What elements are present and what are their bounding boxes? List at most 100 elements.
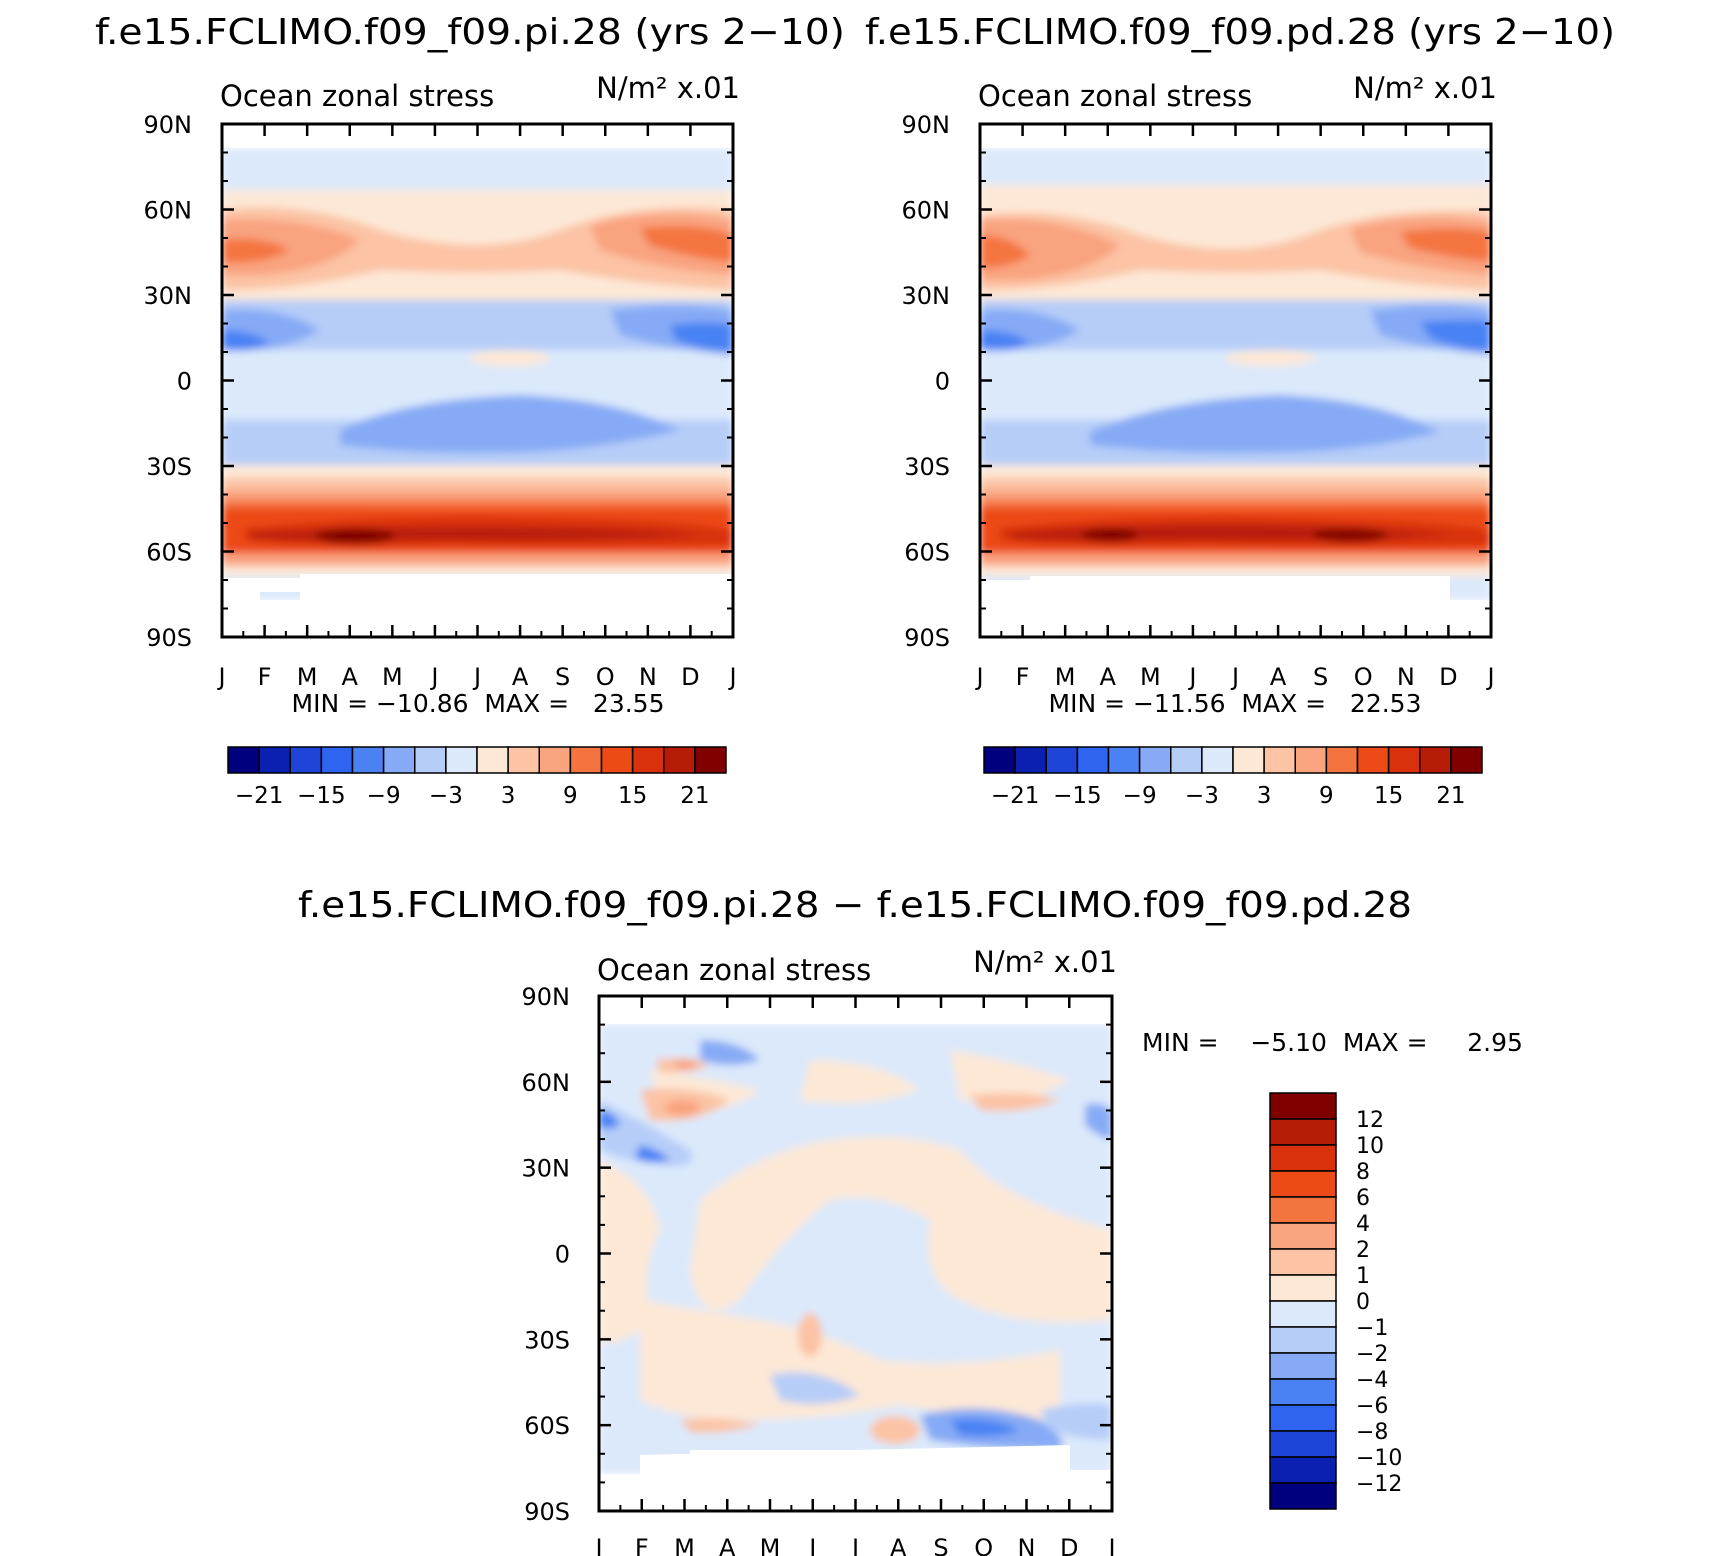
colorbar-swatch [1269, 1222, 1337, 1250]
panel-pd: f.e15.FCLIMO.f09_f09.pd.28 (yrs 2−10) Oc… [865, 12, 1615, 809]
x-tick-label: M [760, 1534, 781, 1556]
x-tick-label: J [216, 663, 225, 691]
panel-diff: f.e15.FCLIMO.f09_f09.pi.28 − f.e15.FCLIM… [298, 885, 1523, 1556]
panel-diff-title: f.e15.FCLIMO.f09_f09.pi.28 − f.e15.FCLIM… [298, 885, 1412, 926]
colorbar-swatch [1269, 1404, 1337, 1432]
colorbar-swatch [1356, 746, 1390, 774]
panel-pi-field [222, 148, 733, 600]
colorbar-label: 9 [1319, 783, 1334, 809]
colorbar-swatch [1269, 1378, 1337, 1406]
panel-diff-field [599, 1024, 1112, 1474]
colorbar-swatch [1269, 1300, 1337, 1328]
x-tick-label: M [382, 663, 403, 691]
colorbar-swatch [320, 746, 354, 774]
colorbar-swatch [1045, 746, 1079, 774]
colorbar-label: 2 [1356, 1238, 1370, 1263]
y-tick-label: 60S [904, 539, 950, 567]
x-tick-label: M [1055, 663, 1076, 691]
colorbar-label: −15 [297, 783, 346, 809]
x-tick-label: S [555, 663, 570, 691]
panel-pi: f.e15.FCLIMO.f09_f09.pi.28 (yrs 2−10) Oc… [95, 12, 845, 809]
y-tick-label: 30S [146, 453, 192, 481]
y-tick-label: 0 [555, 1241, 570, 1269]
colorbar-swatch [1232, 746, 1265, 774]
y-tick-label: 90N [902, 111, 951, 139]
colorbar-label: −21 [235, 783, 284, 809]
colorbar-label: −2 [1356, 1342, 1388, 1367]
y-tick-label: 60S [524, 1412, 570, 1440]
colorbar-swatch [694, 746, 727, 774]
x-tick-label: M [297, 663, 318, 691]
y-tick-label: 0 [177, 368, 192, 396]
panel-pi-title: f.e15.FCLIMO.f09_f09.pi.28 (yrs 2−10) [95, 12, 845, 53]
colorbar-swatch [1170, 746, 1203, 774]
x-tick-label: O [1354, 663, 1373, 691]
x-tick-label: J [1187, 663, 1196, 691]
x-tick-label: N [639, 663, 657, 691]
panel-pi-colorbar: −21 −15 −9 −3 3 9 15 21 [227, 746, 727, 809]
colorbar-swatch [1450, 746, 1483, 774]
panel-pd-field [980, 148, 1491, 600]
x-tick-label: J [1485, 663, 1494, 691]
colorbar-swatch [983, 746, 1016, 774]
colorbar-label: 3 [1257, 783, 1272, 809]
colorbar-swatch [351, 746, 385, 774]
colorbar-swatch [1269, 1430, 1337, 1458]
colorbar-swatch [1419, 746, 1452, 774]
panel-pd-left-label: Ocean zonal stress [978, 79, 1252, 113]
colorbar-label: 15 [618, 783, 647, 809]
colorbar-label: 0 [1356, 1290, 1370, 1315]
colorbar-swatch [507, 746, 540, 774]
colorbar-label: −10 [1356, 1446, 1402, 1471]
colorbar-swatch [569, 746, 603, 774]
colorbar-label: −3 [1185, 783, 1219, 809]
x-tick-label: M [674, 1534, 695, 1556]
panel-diff-left-label: Ocean zonal stress [597, 953, 871, 987]
x-tick-label: M [1140, 663, 1161, 691]
colorbar-swatch [538, 746, 572, 774]
colorbar-swatch [382, 746, 416, 774]
colorbar-swatch [1107, 746, 1141, 774]
x-tick-label: J [727, 663, 736, 691]
y-tick-label: 30S [904, 453, 950, 481]
panel-pi-y-ticks: 90N 60N 30N 0 30S 60S 90S [144, 111, 733, 652]
colorbar-swatch [1387, 746, 1421, 774]
x-tick-label: O [974, 1534, 993, 1556]
y-tick-label: 0 [935, 368, 950, 396]
y-tick-label: 90S [146, 624, 192, 652]
colorbar-label: −8 [1356, 1420, 1388, 1445]
y-tick-label: 90S [524, 1498, 570, 1526]
colorbar-swatch [1263, 746, 1296, 774]
y-tick-label: 90S [904, 624, 950, 652]
colorbar-swatch [1269, 1352, 1337, 1380]
x-tick-label: S [933, 1534, 948, 1556]
y-tick-label: 30S [524, 1326, 570, 1354]
y-tick-label: 30N [144, 282, 193, 310]
y-tick-label: 30N [522, 1155, 571, 1183]
colorbar-swatch [663, 746, 696, 774]
x-tick-label: A [512, 663, 529, 691]
colorbar-swatch [1269, 1144, 1337, 1172]
colorbar-swatch [1269, 1274, 1337, 1302]
y-tick-label: 90N [144, 111, 193, 139]
colorbar-swatch [476, 746, 509, 774]
colorbar-swatch [631, 746, 665, 774]
colorbar-swatch [1269, 1170, 1337, 1198]
colorbar-label: 10 [1356, 1134, 1384, 1159]
x-tick-label: A [719, 1534, 736, 1556]
colorbar-swatch [414, 746, 447, 774]
panel-pd-stats: MIN = −11.56 MAX = 22.53 [1049, 689, 1422, 718]
colorbar-swatch [1294, 746, 1328, 774]
panel-pi-units: N/m² x.01 [596, 71, 740, 105]
colorbar-swatch [1201, 746, 1234, 774]
x-tick-label: J [850, 1534, 859, 1556]
x-tick-label: F [635, 1534, 649, 1556]
x-tick-label: A [890, 1534, 907, 1556]
panel-pd-units: N/m² x.01 [1353, 71, 1497, 105]
x-tick-label: F [258, 663, 272, 691]
colorbar-swatch [227, 746, 260, 774]
panel-pi-left-label: Ocean zonal stress [220, 79, 494, 113]
